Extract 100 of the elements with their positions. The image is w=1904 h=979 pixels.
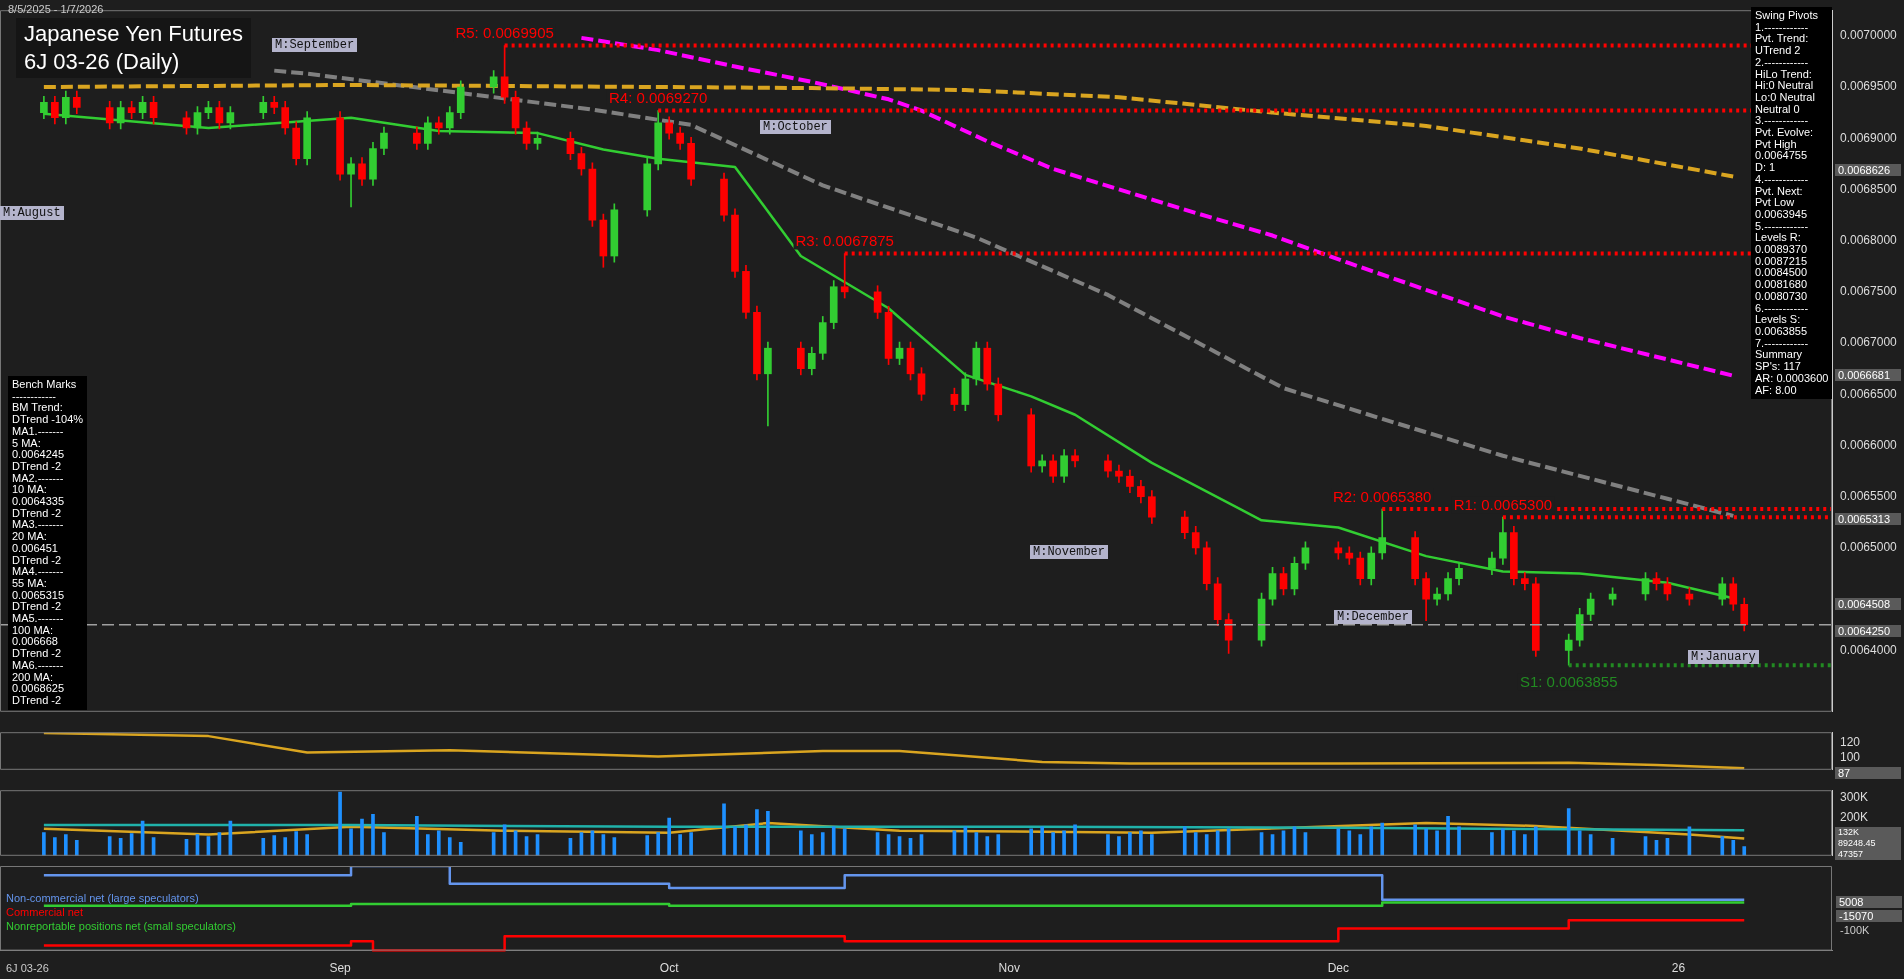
bar	[63, 834, 68, 856]
bar	[118, 838, 123, 856]
text: 87	[1835, 767, 1901, 779]
text: Bench Marks ------------ BM Trend: DTrend -104% MA1.------- 5 MA: 0.0064245 DTrend -2 MA2.------- 10 MA: 0.0064335 DTrend -2 MA3.------- 20 MA: 0.006451 DTrend -2 MA4.------- 55 MA: 0.0065315 DTrend -2 MA5.------- 100 MA: 0.006668 DTrend -2 MA6.------- 200 MA: 0.0068625 DTrend -2	[12, 378, 84, 706]
y-tick-label: 0.0065000	[1840, 540, 1898, 555]
y-tick-label: 0.0064000	[1840, 642, 1898, 657]
text: 0.0064508	[1835, 598, 1901, 610]
x-tick-label: Nov	[998, 961, 1020, 976]
bar	[371, 813, 375, 856]
text: Swing Pivots 1.------------ Pvt. Trend: UTrend 2 2.------------ HiLo Trend: Hi:0 Neutral Lo:0 Neutral Neutral 0 3.------------ Pvt. Evolve: Pvt High 0.0064755 D: 1 4.------------ Pvt. Next: Pvt Low 0.0063945 5.------------ Levels R: 0.0089370 0.0087215 0.0084500 0.0081680 0.0080730 6.------------ Levels S: 0.0063855 7.------------ Summary SP's: 117 AR: 0.0003600 AF: 8.00	[1755, 9, 1829, 396]
bar	[261, 838, 266, 856]
bar	[1424, 828, 1428, 856]
text: 0.0066681	[1835, 369, 1901, 381]
annotation: M:November	[1030, 545, 1109, 559]
bar	[612, 837, 617, 856]
bar	[1073, 824, 1077, 856]
bar	[415, 815, 419, 856]
text: 89248.45	[1835, 838, 1901, 849]
y-tick-label: 0.0068000	[1840, 232, 1898, 247]
bar	[1577, 830, 1582, 856]
bar	[1040, 826, 1044, 856]
y-tick-label: 300K	[1840, 790, 1869, 805]
text: Commercial net	[6, 906, 84, 919]
y-tick-label: 0.0067500	[1840, 284, 1898, 299]
bar	[1051, 832, 1055, 856]
bar	[656, 832, 661, 856]
ref-line-label: R2: 0.0065380	[1333, 487, 1432, 505]
y-tick-label: 100	[1840, 750, 1861, 765]
bar	[349, 828, 353, 856]
bar	[1731, 840, 1736, 856]
y-tick-label: 0.0069000	[1840, 130, 1898, 145]
ref-line-label: R1: 0.0065300	[1453, 495, 1553, 513]
bar	[996, 834, 1001, 856]
annotation: M:September	[272, 38, 358, 52]
annotation: M:December	[1334, 610, 1413, 624]
ref-line-label: S1: 0.0063855	[1519, 672, 1618, 690]
bar	[1720, 836, 1725, 856]
annotation: M:August	[0, 206, 64, 220]
bar	[53, 837, 57, 856]
bar	[1413, 824, 1417, 856]
series-label: Non-commercial net (large speculators)	[6, 892, 199, 905]
y-tick-label: 0.0069500	[1840, 79, 1898, 94]
bar	[678, 834, 682, 856]
y-tick-label: 120	[1840, 734, 1861, 749]
bar	[1523, 834, 1527, 856]
y-tick-label: 0.0067000	[1840, 335, 1898, 350]
bar	[722, 803, 726, 856]
x-tick-label: Dec	[1327, 961, 1350, 976]
bar	[667, 817, 671, 856]
bar	[382, 832, 386, 856]
bar	[1457, 826, 1461, 856]
bar	[766, 811, 770, 856]
text: -100K	[1840, 924, 1870, 937]
bar	[1106, 834, 1110, 856]
bar	[305, 834, 309, 856]
bar	[809, 834, 814, 856]
text: 6J 03-26 (Daily)	[24, 48, 181, 76]
bar	[458, 841, 463, 856]
bar	[689, 832, 693, 856]
bar	[1193, 832, 1198, 856]
bar	[447, 837, 452, 856]
ref-line-label: R4: 0.0069270	[608, 89, 708, 107]
bar	[1150, 834, 1154, 856]
x-tick-label: Sep	[329, 961, 352, 976]
bar	[338, 791, 342, 856]
bar	[74, 840, 79, 856]
bar	[985, 836, 990, 856]
y-tick-label: 0.0065500	[1840, 489, 1898, 504]
bar	[1139, 830, 1143, 856]
y-tick-label: 200K	[1840, 809, 1869, 824]
bar	[1128, 832, 1132, 856]
bar	[645, 835, 650, 856]
ref-line-label: R3: 0.0067875	[795, 232, 894, 250]
annotation: M:January	[1688, 650, 1759, 664]
text: Japanese Yen Futures	[24, 20, 243, 48]
bar	[744, 824, 748, 856]
bar	[1358, 834, 1363, 856]
bar	[1204, 834, 1209, 856]
series-label: Nonreportable positions net (small speculators)	[6, 920, 236, 933]
bar	[436, 830, 441, 856]
bar	[1117, 836, 1121, 856]
bar	[294, 831, 299, 856]
y-tick-label: 0.0066000	[1840, 437, 1898, 452]
bar	[42, 832, 46, 856]
text: 0.0065313	[1835, 513, 1901, 525]
bar	[1029, 828, 1034, 856]
line-series	[41, 82, 1736, 179]
bar	[820, 832, 825, 856]
bar	[1347, 830, 1352, 856]
bar	[107, 836, 112, 856]
bar	[842, 828, 847, 856]
annotation: 8/5/2025 - 1/7/2026	[8, 3, 104, 16]
x-tick-label: Oct	[659, 961, 680, 976]
bar	[283, 837, 288, 856]
annotation: M:October	[760, 120, 831, 134]
x-tick-label: 26	[1671, 961, 1686, 976]
bar	[1182, 826, 1187, 856]
bar	[1566, 808, 1571, 856]
bar	[1501, 828, 1505, 856]
bar	[1215, 830, 1220, 856]
